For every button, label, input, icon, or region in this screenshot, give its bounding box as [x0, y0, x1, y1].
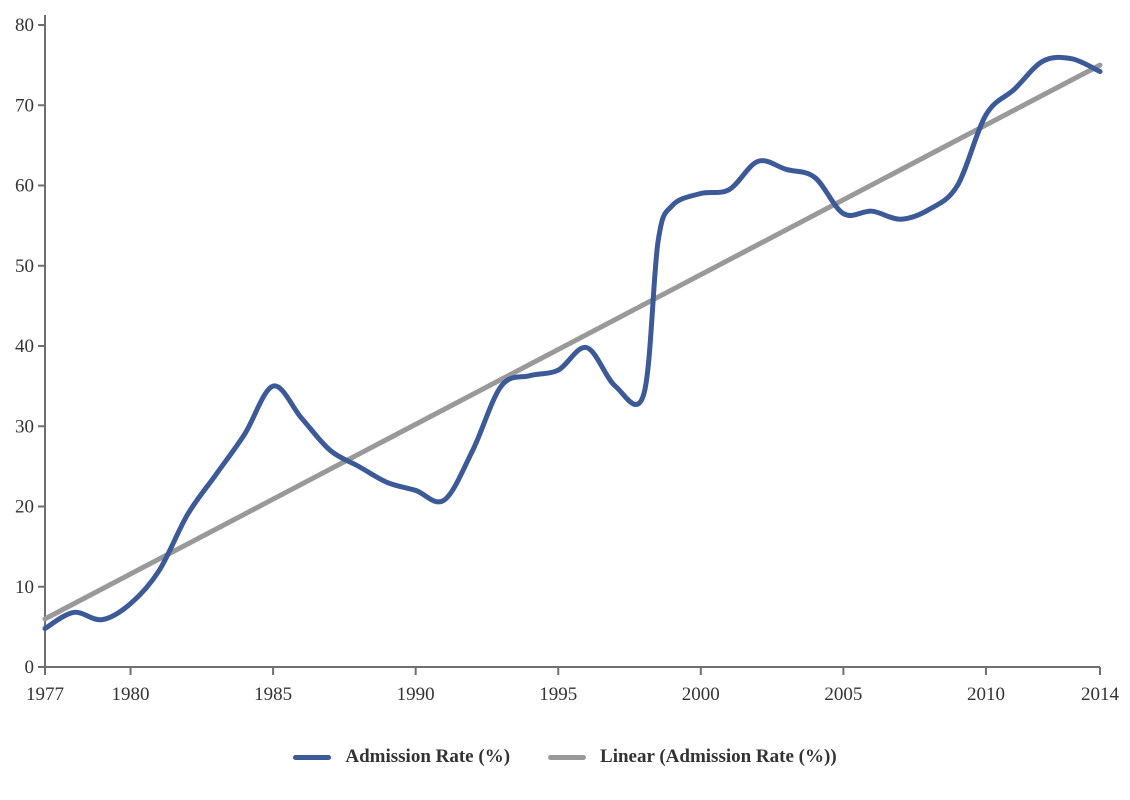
x-tick-label: 1995 — [539, 684, 577, 705]
x-tick-label: 1980 — [112, 684, 150, 705]
y-tick-label: 30 — [15, 416, 34, 437]
legend-swatch-admission-rate — [293, 754, 332, 760]
x-tick-label: 2000 — [682, 684, 720, 705]
x-tick-label: 2010 — [967, 684, 1005, 705]
y-tick-label: 40 — [15, 336, 34, 357]
series-line-admission-rate — [42, 54, 1103, 631]
chart-legend: Admission Rate (%) Linear (Admission Rat… — [0, 746, 1130, 768]
x-tick-label: 2005 — [824, 684, 862, 705]
legend-label-linear-trend: Linear (Admission Rate (%)) — [600, 746, 837, 767]
y-tick-label: 10 — [15, 577, 34, 598]
legend-item-admission-rate: Admission Rate (%) — [293, 746, 510, 768]
line-chart: 0 10 20 30 40 50 60 70 80 1977 1980 1985 1990 1995 200… — [15, 15, 1120, 705]
y-tick-label: 80 — [15, 15, 34, 36]
chart-axes: 0 10 20 30 40 50 60 70 80 1977 1980 1985 1990 1995 200… — [15, 15, 1120, 705]
chart-series — [42, 54, 1103, 631]
y-tick-label: 60 — [15, 176, 34, 197]
legend-label-admission-rate: Admission Rate (%) — [345, 746, 511, 767]
y-tick-label: 50 — [15, 256, 34, 277]
series-line-linear-trend — [42, 62, 1103, 622]
x-tick-label: 1977 — [26, 684, 64, 705]
y-tick-label: 0 — [25, 657, 35, 678]
legend-item-linear-trend: Linear (Admission Rate (%)) — [548, 746, 837, 768]
y-tick-label: 20 — [15, 497, 34, 518]
x-tick-label: 1990 — [397, 684, 435, 705]
x-tick-label: 2014 — [1081, 684, 1120, 705]
y-tick-label: 70 — [15, 95, 34, 116]
x-tick-label: 1985 — [254, 684, 292, 705]
legend-swatch-linear-trend — [548, 754, 587, 760]
